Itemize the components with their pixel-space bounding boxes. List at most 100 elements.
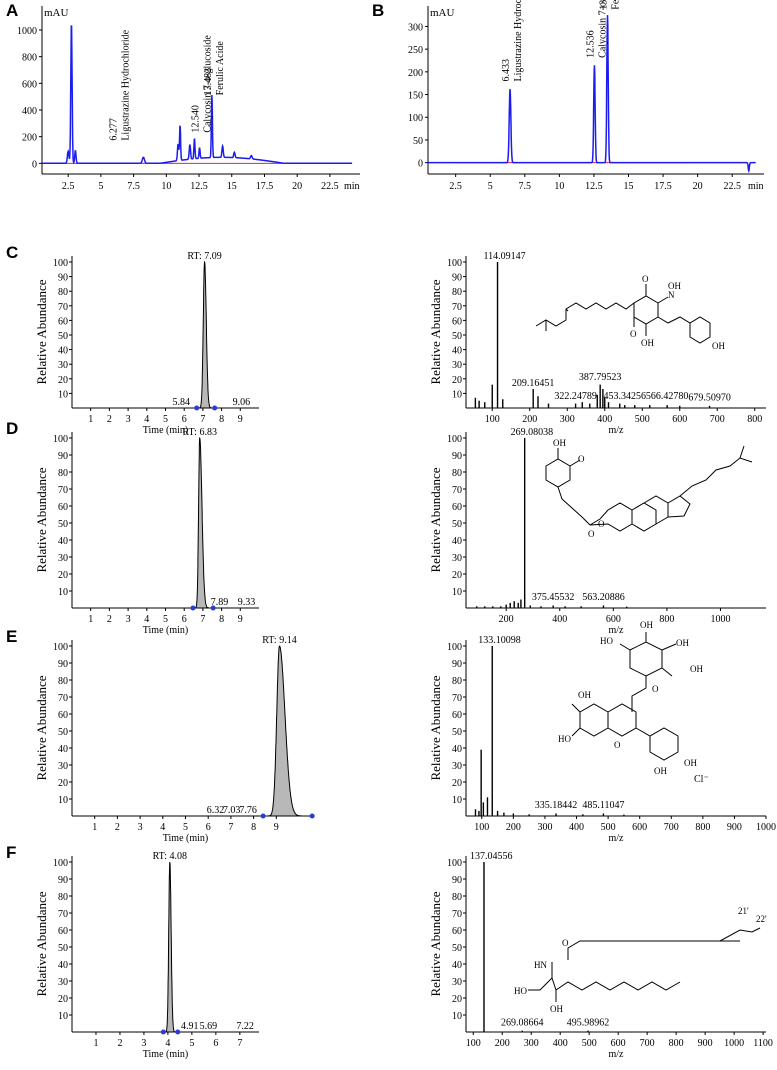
x-axis-label: m/z <box>609 425 625 436</box>
y-tick-label: 50 <box>452 519 462 530</box>
panel-letter: D <box>6 419 18 438</box>
x-tick-label: 2 <box>107 614 112 625</box>
x-tick-label: 3 <box>126 614 131 625</box>
x-tick-label: 12.5 <box>585 181 603 192</box>
x-axis-label: m/z <box>609 833 625 844</box>
x-tick-label: 7 <box>228 822 233 833</box>
ms-peak-label: 387.79523 <box>579 372 622 383</box>
panel-c-chrom: C 10 20 30 40 50 60 70 80 90 100 Relative Abundance… <box>6 243 259 436</box>
svg-text:OH: OH <box>553 438 566 448</box>
x-tick-label: 600 <box>611 1038 626 1049</box>
x-tick-label: 5 <box>488 181 493 192</box>
x-tick-label: 4 <box>165 1038 170 1049</box>
minor-peak-label: 7.22 <box>236 1021 254 1032</box>
y-tick-label: 10 <box>452 389 462 400</box>
x-tick-label: 6 <box>182 614 187 625</box>
base-peak-label: 114.09147 <box>484 251 526 262</box>
ms-peak-label: 453.34256 <box>604 391 647 402</box>
y-tick-label: 50 <box>452 943 462 954</box>
x-tick-label: 9 <box>238 614 243 625</box>
y-tick-label: 10 <box>58 389 68 400</box>
x-tick-label: 2 <box>107 414 112 425</box>
y-tick-label: 50 <box>58 727 68 738</box>
minor-peak-label: 9.33 <box>238 597 256 608</box>
chromatogram-peak <box>263 645 313 817</box>
x-tick-label: 400 <box>569 822 584 833</box>
x-axis-label: m/z <box>609 625 625 636</box>
ms-peak-label: 335.18442 <box>535 800 578 811</box>
y-axis-label: Relative Abundance <box>34 279 49 384</box>
svg-text:OH: OH <box>550 1004 563 1014</box>
x-tick-label: 200 <box>522 414 537 425</box>
y-tick-label: 10 <box>58 1011 68 1022</box>
x-unit-label: min <box>344 181 360 192</box>
x-tick-label: 300 <box>560 414 575 425</box>
chromatogram-peak <box>196 260 215 409</box>
x-tick-label: 1000 <box>724 1038 744 1049</box>
x-tick-label: 4 <box>160 822 165 833</box>
y-tick-label: 50 <box>58 331 68 342</box>
x-tick-label: 10 <box>161 181 171 192</box>
y-tick-label: 90 <box>58 875 68 886</box>
peak-time-label: 13.482 <box>599 0 610 10</box>
x-tick-label: 10 <box>554 181 564 192</box>
x-tick-label: 2.5 <box>449 181 462 192</box>
chromatogram-trace <box>428 15 756 174</box>
structure-d <box>545 445 753 532</box>
y-tick-label: 50 <box>58 943 68 954</box>
y-tick-label: 90 <box>452 273 462 284</box>
y-tick-label: 100 <box>408 113 423 124</box>
y-tick-label: 70 <box>452 485 462 496</box>
y-tick-label: 60 <box>58 502 68 513</box>
x-tick-label: 7 <box>200 614 205 625</box>
panel-e-chrom: E 10 20 30 40 50 60 70 80 90 100 Relative Abundance… <box>6 627 315 844</box>
y-tick-label: 10 <box>58 795 68 806</box>
y-tick-label: 90 <box>58 273 68 284</box>
x-tick-label: 9 <box>238 414 243 425</box>
peak-start-marker <box>160 1029 166 1035</box>
ms-peak-label: 485.11047 <box>582 800 624 811</box>
structure-c <box>535 284 711 344</box>
minor-peak-label: 4.91 <box>181 1021 199 1032</box>
y-tick-label: 10 <box>452 1011 462 1022</box>
x-tick-label: 17.5 <box>654 181 672 192</box>
x-tick-label: 5 <box>183 822 188 833</box>
y-tick-label: 30 <box>452 553 462 564</box>
svg-text:O: O <box>614 740 621 750</box>
y-tick-label: 20 <box>58 994 68 1005</box>
rt-label: RT: 9.14 <box>262 635 296 646</box>
y-tick-label: 30 <box>58 761 68 772</box>
y-tick-label: 80 <box>452 892 462 903</box>
x-tick-label: 400 <box>597 414 612 425</box>
panel-letter: B <box>372 1 384 20</box>
peak-end-marker <box>210 605 216 611</box>
peak-start-marker <box>194 405 200 411</box>
y-tick-label: 0 <box>418 159 423 170</box>
svg-text:OH: OH <box>668 281 681 291</box>
y-tick-label: 20 <box>452 570 462 581</box>
svg-text:HN: HN <box>534 960 547 970</box>
panel-f-chrom: F 10 20 30 40 50 60 70 80 90 100 Relative Abundance… <box>6 843 259 1060</box>
y-tick-label: 40 <box>452 536 462 547</box>
y-tick-label: 20 <box>452 994 462 1005</box>
x-tick-label: 100 <box>466 1038 481 1049</box>
peak-end-marker <box>212 405 218 411</box>
x-unit-label: min <box>748 181 764 192</box>
carbon-label: 22' <box>756 914 767 924</box>
y-tick-label: 30 <box>452 360 462 371</box>
x-tick-label: 100 <box>485 414 500 425</box>
x-tick-label: 700 <box>640 1038 655 1049</box>
x-tick-label: 12.5 <box>190 181 208 192</box>
y-tick-label: 800 <box>22 53 37 64</box>
y-tick-label: 50 <box>452 331 462 342</box>
x-tick-label: 1 <box>88 614 93 625</box>
svg-text:O: O <box>562 938 569 948</box>
y-tick-label: 80 <box>452 468 462 479</box>
x-tick-label: 1100 <box>753 1038 773 1049</box>
x-tick-label: 900 <box>698 1038 713 1049</box>
x-tick-label: 500 <box>601 822 616 833</box>
peak-end-marker <box>175 1029 181 1035</box>
peak-time-label: 6.277 <box>109 118 120 141</box>
structure-f <box>528 927 761 1002</box>
x-tick-label: 700 <box>710 414 725 425</box>
